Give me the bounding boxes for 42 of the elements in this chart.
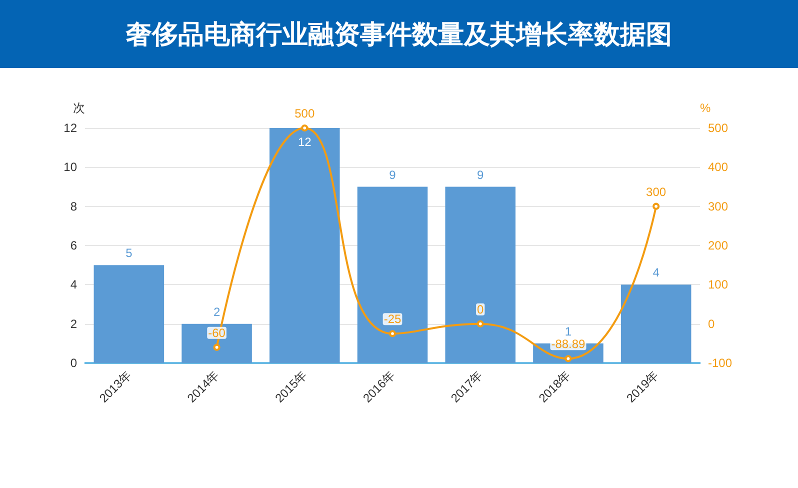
data-label: 2 bbox=[213, 304, 220, 319]
data-label: 300 bbox=[646, 184, 666, 199]
data-label: -60 bbox=[208, 326, 226, 340]
point bbox=[389, 330, 396, 338]
point bbox=[301, 124, 308, 132]
data-label: -25 bbox=[384, 312, 402, 326]
bar bbox=[357, 186, 428, 363]
y2-tick-label: 300 bbox=[708, 199, 728, 214]
y-tick-label: 12 bbox=[64, 121, 78, 135]
point bbox=[476, 320, 484, 328]
y2-tick-label: 400 bbox=[708, 160, 728, 174]
data-label: 0 bbox=[477, 302, 484, 316]
data-label: 4 bbox=[652, 266, 660, 280]
bar bbox=[94, 265, 164, 363]
y-tick-label: 4 bbox=[70, 278, 78, 292]
y2-tick-label: 0 bbox=[708, 316, 715, 331]
bar bbox=[620, 284, 692, 363]
chart-title: 奢侈品电商行业融资事件数量及其增长率数据图 bbox=[0, 0, 798, 68]
y-tick-label: 10 bbox=[64, 160, 78, 174]
y-tick-label: 6 bbox=[70, 238, 78, 252]
data-label: 9 bbox=[389, 168, 396, 182]
data-label: 5 bbox=[126, 246, 133, 260]
data-label: 9 bbox=[477, 168, 484, 182]
bar bbox=[182, 324, 252, 363]
point bbox=[652, 202, 660, 210]
y-tick-label: 8 bbox=[70, 199, 78, 214]
y2-tick-label: -100 bbox=[708, 356, 732, 370]
y-tick-label: 2 bbox=[70, 316, 78, 331]
point bbox=[564, 355, 572, 362]
data-label: 1 bbox=[564, 324, 572, 338]
point bbox=[213, 344, 220, 351]
bar bbox=[270, 128, 340, 363]
data-label: -88.89 bbox=[551, 337, 586, 352]
y2-axis-title: % bbox=[700, 101, 711, 115]
data-label: 500 bbox=[294, 106, 315, 120]
y2-tick-label: 200 bbox=[708, 238, 728, 252]
y2-tick-label: 500 bbox=[708, 121, 728, 135]
data-label: 12 bbox=[298, 135, 312, 149]
y-tick-label: 0 bbox=[70, 356, 78, 370]
bar bbox=[445, 186, 516, 363]
y-axis-title: 次 bbox=[73, 101, 85, 115]
y2-tick-label: 100 bbox=[708, 278, 728, 292]
